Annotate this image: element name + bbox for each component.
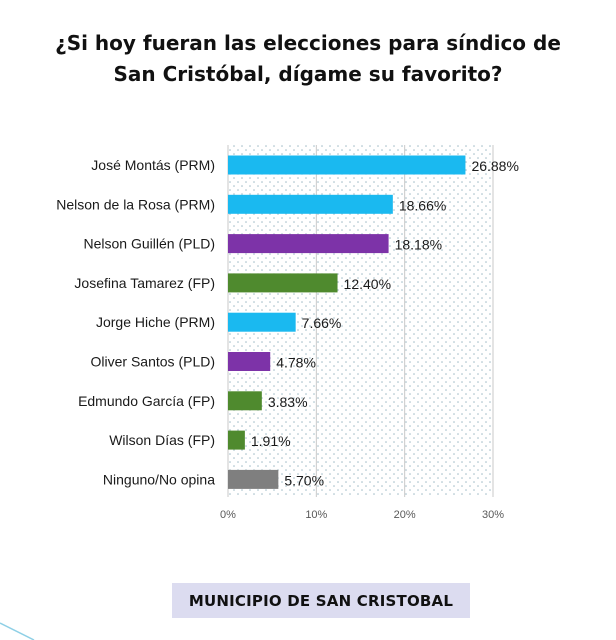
bar-4	[228, 312, 296, 332]
value-label-7: 1.91%	[251, 433, 291, 449]
category-label-4: Jorge Hiche (PRM)	[96, 314, 215, 330]
municipality-banner: MUNICIPIO DE SAN CRISTOBAL	[172, 583, 470, 618]
municipality-banner-label: MUNICIPIO DE SAN CRISTOBAL	[188, 591, 454, 610]
category-label-2: Nelson Guillén (PLD)	[84, 236, 216, 252]
bar-5	[228, 352, 271, 371]
bar-2	[228, 234, 389, 254]
x-tick-label-20: 20%	[394, 509, 416, 521]
value-labels: 26.88% 18.66% 18.18% 12.40% 7.66% 4.78% 3.83% 1…	[251, 158, 519, 488]
value-label-2: 18.18%	[395, 237, 442, 253]
category-label-5: Oliver Santos (PLD)	[91, 354, 215, 370]
corner-accent-line	[0, 622, 35, 640]
category-label-3: Josefina Tamarez (FP)	[74, 275, 215, 291]
chart-title-line1: ¿Si hoy fueran las elecciones para síndi…	[55, 31, 561, 55]
value-label-6: 3.83%	[268, 394, 308, 410]
bar-8	[228, 469, 279, 489]
x-tick-label-0: 0%	[220, 509, 236, 521]
bar-6	[228, 391, 262, 411]
category-label-6: Edmundo García (FP)	[78, 393, 215, 409]
value-label-3: 12.40%	[344, 276, 391, 292]
chart-title: ¿Si hoy fueran las elecciones para síndi…	[0, 28, 616, 90]
value-label-0: 26.88%	[471, 158, 518, 174]
value-label-4: 7.66%	[302, 315, 342, 331]
value-label-5: 4.78%	[276, 355, 316, 371]
category-label-0: José Montás (PRM)	[91, 157, 215, 173]
bar-0	[228, 155, 466, 175]
value-label-8: 5.70%	[284, 472, 324, 488]
category-label-8: Ninguno/No opina	[103, 471, 215, 487]
chart-title-question-end: , dígame su favorito?	[263, 62, 503, 86]
x-tick-label-30: 30%	[482, 509, 504, 521]
value-label-1: 18.66%	[399, 197, 446, 213]
category-labels: José Montás (PRM) Nelson de la Rosa (PRM)…	[56, 157, 215, 487]
category-label-1: Nelson de la Rosa (PRM)	[56, 196, 215, 212]
x-tick-label-10: 10%	[305, 509, 327, 521]
category-label-7: Wilson Días (FP)	[109, 432, 215, 448]
chart-title-municipality: San Cristóbal	[113, 62, 264, 86]
chart-title-line2: San Cristóbal, dígame su favorito?	[0, 59, 616, 90]
bar-3	[228, 273, 338, 293]
bar-1	[228, 194, 393, 214]
x-axis-ticks: 0% 10% 20% 30%	[220, 509, 504, 521]
bars	[228, 155, 466, 489]
bar-7	[228, 430, 245, 450]
